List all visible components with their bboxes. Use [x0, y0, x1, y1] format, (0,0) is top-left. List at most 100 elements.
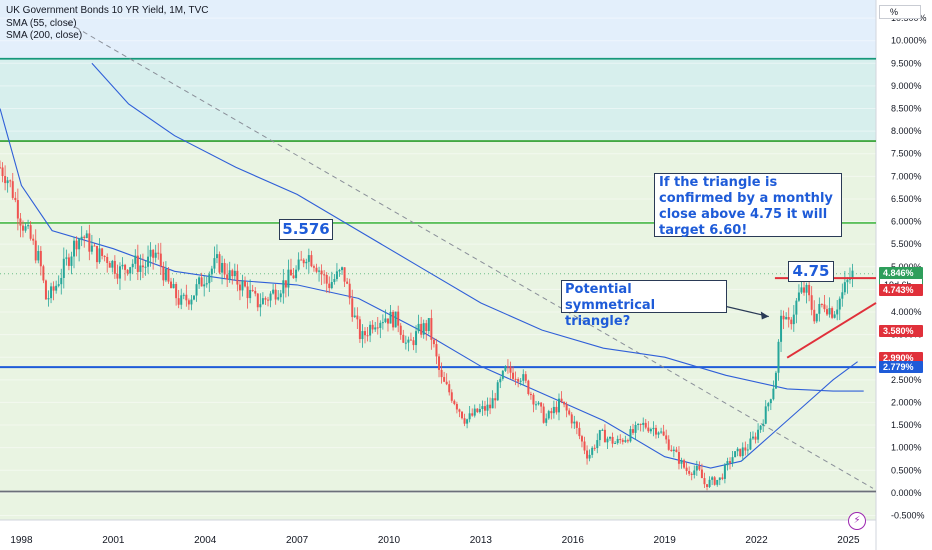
candle-body: [231, 270, 234, 277]
candle-body: [425, 323, 428, 331]
candle-body: [637, 423, 640, 425]
candle-body: [708, 479, 711, 487]
candle-body: [223, 262, 226, 275]
candle-body: [422, 323, 425, 335]
candle-body: [820, 304, 823, 306]
candle-body: [721, 477, 724, 479]
candle-body: [182, 294, 185, 296]
candle-body: [88, 233, 91, 252]
candle-body: [369, 324, 372, 336]
candle-body: [325, 275, 328, 284]
candle-body: [261, 298, 264, 305]
candle-body: [729, 461, 731, 463]
candle-body: [580, 436, 583, 442]
candle-body: [759, 425, 762, 430]
candle-body: [149, 249, 152, 257]
candle-body: [328, 283, 331, 289]
candle-body: [427, 318, 430, 331]
candle-body: [478, 408, 481, 413]
candle-body: [555, 406, 558, 413]
candle-body: [685, 467, 688, 471]
bolt-icon[interactable]: ⚡: [848, 512, 866, 530]
candle-body: [471, 413, 474, 416]
y-tick-label: 5.500%: [891, 239, 922, 249]
candle-body: [4, 176, 7, 184]
candle-body: [751, 436, 754, 439]
candle-body: [790, 319, 793, 325]
candle-body: [713, 477, 716, 485]
candle-body: [741, 447, 744, 457]
candle-body: [307, 255, 310, 262]
candle-body: [647, 427, 650, 432]
y-tick-label: 4.000%: [891, 307, 922, 317]
candle-body: [44, 280, 47, 300]
candle-body: [483, 406, 486, 411]
candle-body: [399, 325, 402, 335]
candle-body: [440, 369, 443, 378]
candle-body: [476, 408, 479, 413]
candle-body: [305, 261, 308, 264]
candle-body: [652, 427, 655, 430]
candle-body: [797, 292, 800, 301]
candle-body: [295, 269, 298, 279]
candle-body: [60, 277, 63, 285]
candle-body: [535, 404, 538, 406]
candle-body: [65, 257, 68, 259]
candle-body: [586, 450, 589, 459]
candle-body: [93, 245, 96, 247]
candle-body: [593, 447, 596, 449]
price-tag: 4.743%: [879, 284, 923, 297]
candle-body: [657, 432, 660, 435]
candle-body: [675, 449, 678, 452]
candle-body: [805, 284, 808, 293]
candle-body: [634, 424, 637, 433]
candle-body: [726, 461, 729, 466]
candle-body: [828, 308, 831, 315]
unit-selector[interactable]: %: [879, 5, 921, 19]
x-tick-label: 2016: [562, 535, 585, 546]
zone-0: [0, 0, 876, 59]
candle-body: [718, 477, 721, 480]
candle-body: [172, 283, 175, 289]
candle-body: [27, 225, 30, 227]
y-tick-label: 0.000%: [891, 488, 922, 498]
candle-body: [578, 427, 581, 437]
sma-200-line: [0, 108, 858, 469]
candle-body: [662, 431, 665, 436]
candle-body: [190, 299, 193, 305]
candle-body: [364, 331, 366, 336]
candle-body: [159, 253, 162, 267]
candle-body: [9, 180, 12, 182]
candle-body: [481, 406, 484, 409]
candle-body: [371, 324, 374, 330]
candle-body: [300, 259, 303, 261]
candle-body: [14, 197, 17, 201]
candle-body: [397, 311, 400, 326]
candle-body: [466, 419, 469, 424]
candle-body: [514, 378, 517, 380]
candle-body: [550, 411, 553, 414]
candle-body: [463, 418, 466, 424]
candle-body: [70, 256, 73, 266]
candle-body: [80, 236, 83, 239]
candle-body: [611, 436, 614, 444]
candle-body: [124, 264, 127, 270]
candle-body: [200, 277, 203, 287]
candle-body: [848, 278, 851, 280]
y-tick-label: 8.000%: [891, 126, 922, 136]
candle-body: [494, 398, 497, 401]
resistance-label: 4.75: [788, 261, 834, 282]
price-tag: 3.580%: [879, 324, 923, 337]
candle-body: [767, 403, 770, 407]
chart-title: UK Government Bonds 10 YR Yield, 1M, TVC: [6, 5, 209, 16]
candle-body: [6, 180, 9, 184]
candle-body: [228, 270, 231, 280]
candle-body: [504, 366, 507, 371]
candle-body: [226, 274, 229, 280]
candle-body: [208, 274, 211, 284]
candle-body: [450, 392, 453, 401]
candle-body: [815, 313, 818, 322]
candle-body: [75, 240, 78, 250]
y-tick-label: 1.000%: [891, 443, 922, 453]
candle-body: [358, 319, 361, 340]
